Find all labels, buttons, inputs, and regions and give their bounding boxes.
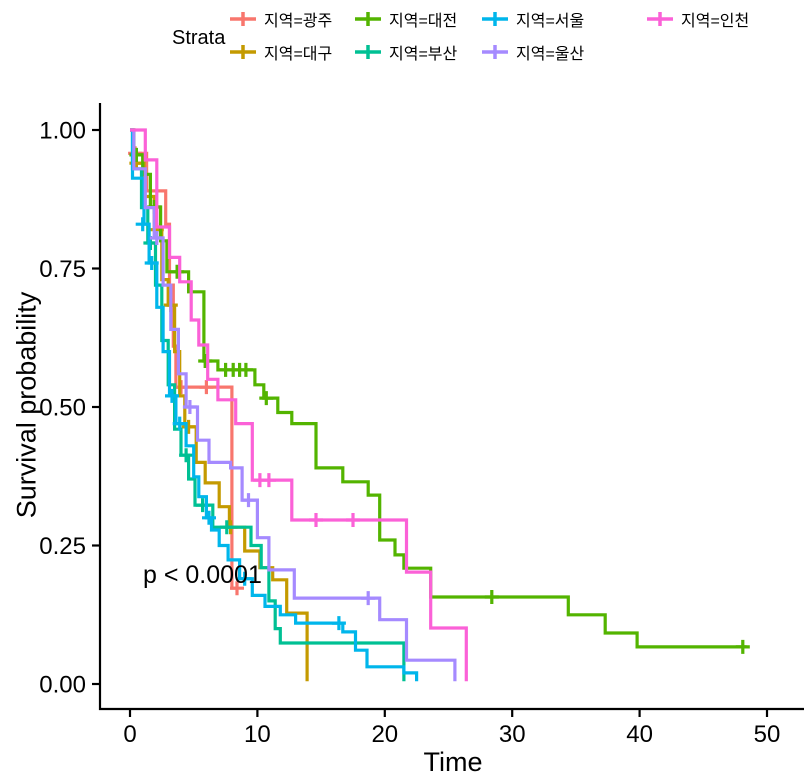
censor-cross-icon	[482, 45, 508, 59]
x-tick-label: 0	[123, 721, 136, 748]
y-tick-label: 0.50	[39, 395, 86, 422]
survival-step-line	[130, 128, 468, 682]
x-tick-label: 50	[754, 721, 781, 748]
p-value-annotation: p < 0.0001	[143, 561, 262, 589]
legend-item: 지역=대전	[354, 9, 458, 30]
x-axis-title: Time	[423, 747, 483, 777]
y-axis-title: Survival probability	[11, 291, 42, 519]
x-tick-label: 20	[371, 721, 398, 748]
censor-cross-icon	[482, 12, 508, 26]
legend-item-label: 지역=광주	[264, 13, 333, 30]
survival-curve-5	[130, 128, 457, 682]
survival-step-line	[130, 128, 419, 682]
legend-item-label: 지역=인천	[681, 13, 750, 30]
survival-curve-4	[130, 128, 419, 682]
legend-item-label: 지역=서울	[516, 13, 585, 30]
legend-item-label: 지역=부산	[389, 46, 458, 63]
censor-cross-icon	[230, 12, 256, 26]
axes	[92, 103, 804, 717]
censor-cross-icon	[355, 45, 381, 59]
legend-item-label: 지역=대전	[389, 13, 458, 30]
legend-item: 지역=인천	[646, 9, 750, 30]
legend-item: 지역=대구	[229, 42, 333, 63]
x-tick-label: 10	[244, 721, 271, 748]
y-tick-label: 0.75	[39, 256, 86, 283]
y-tick-label: 0.25	[39, 533, 86, 560]
legend-item-label: 지역=대구	[264, 46, 333, 63]
y-tick-label: 0.00	[39, 672, 86, 699]
censor-marks	[135, 217, 346, 631]
censor-cross-icon	[647, 12, 673, 26]
legend-item-label: 지역=울산	[516, 46, 585, 63]
legend-item: 지역=울산	[481, 42, 585, 63]
legend-title: Strata	[172, 27, 226, 49]
censor-cross-icon	[355, 12, 381, 26]
survival-step-line	[130, 128, 457, 682]
y-tick-label: 1.00	[39, 118, 86, 145]
censor-marks	[252, 473, 360, 527]
x-tick-label: 40	[626, 721, 653, 748]
censor-marks	[129, 156, 238, 535]
x-tick-label: 30	[499, 721, 526, 748]
survival-curve-6	[130, 128, 468, 682]
legend-item: 지역=부산	[354, 42, 458, 63]
censor-marks	[149, 231, 376, 606]
legend-item: 지역=서울	[481, 9, 585, 30]
censor-cross-icon	[230, 45, 256, 59]
legend-item: 지역=광주	[229, 9, 333, 30]
tick-labels: 0.00 0.25 0.50 0.75 1.00 0 10 20 30 40 50	[39, 118, 780, 749]
